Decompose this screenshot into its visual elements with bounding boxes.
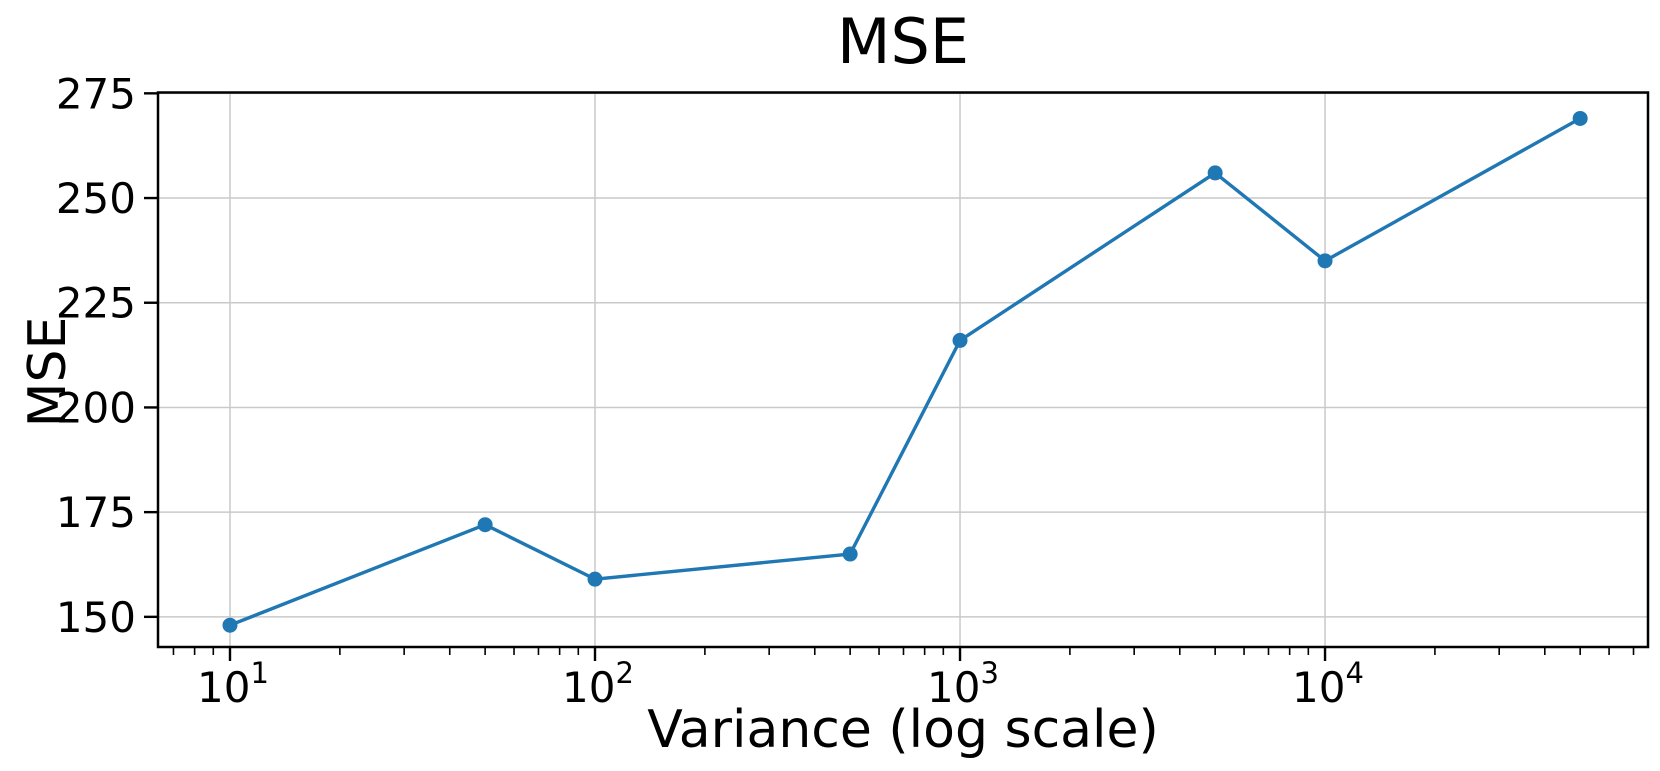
y-tick-label: 200 (56, 383, 136, 432)
data-point-marker (1317, 253, 1333, 269)
y-axis-label: MSE (18, 316, 78, 428)
x-tick-label: 104 (1292, 656, 1364, 712)
data-point-marker (1207, 165, 1223, 181)
data-point-marker (842, 546, 858, 562)
x-tick-label: 102 (562, 656, 634, 712)
y-axis-ticks: 150 175 200 225 250 275 (56, 69, 158, 642)
data-point-marker (1572, 110, 1588, 126)
data-point-marker (952, 332, 968, 348)
data-point-marker (222, 617, 238, 633)
y-tick-label: 225 (56, 279, 136, 328)
y-tick-label: 150 (56, 593, 136, 642)
data-point-marker (477, 517, 493, 533)
y-tick-label: 175 (56, 488, 136, 537)
x-axis-minor-ticks (172, 647, 1635, 655)
y-tick-label: 250 (56, 174, 136, 223)
data-point-marker (587, 571, 603, 587)
data-point-markers (222, 110, 1588, 633)
x-axis-label: Variance (log scale) (647, 700, 1159, 760)
x-axis-ticks: 101 102 103 104 (197, 647, 1364, 712)
y-tick-label: 275 (56, 69, 136, 118)
chart-title: MSE (836, 5, 970, 78)
x-tick-label: 103 (927, 656, 999, 712)
mse-line-series (228, 116, 1582, 627)
x-tick-label: 101 (197, 656, 269, 712)
